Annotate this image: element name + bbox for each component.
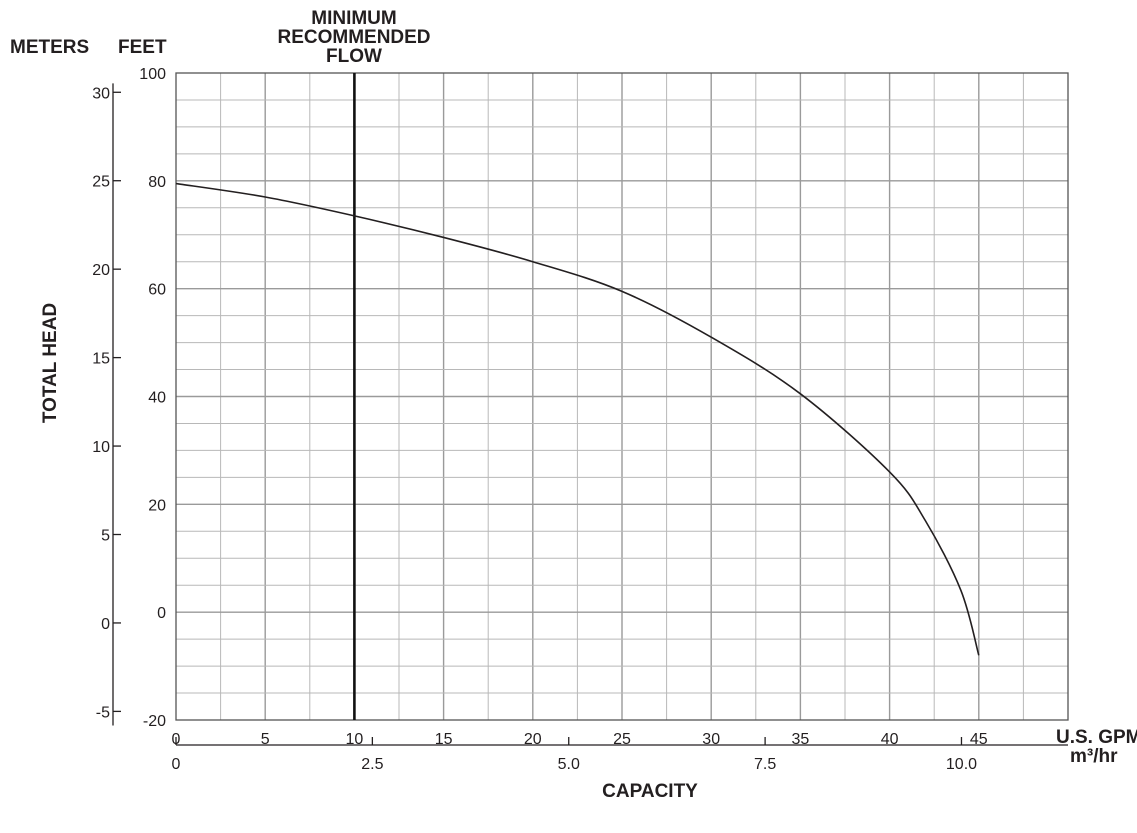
m3hr-tick-label: 7.5 (754, 756, 776, 773)
gpm-tick-label: 10 (346, 731, 364, 748)
feet-tick-label: 80 (148, 174, 166, 191)
gpm-tick-label: 0 (172, 731, 181, 748)
meters-tick-label: 20 (92, 262, 110, 279)
m3hr-tick-label: 0 (172, 756, 181, 773)
feet-tick-label: 20 (148, 497, 166, 514)
gpm-tick-label: 15 (435, 731, 453, 748)
feet-tick-label: 40 (148, 390, 166, 407)
axes (112, 72, 1069, 746)
series-marks (175, 73, 980, 720)
gpm-tick-label: 25 (613, 731, 631, 748)
gpm-tick-label: 40 (881, 731, 899, 748)
m3hr-tick-label: 10.0 (946, 756, 977, 773)
labels: -5 0 5 10 15 20 25 30 -20 0 20 40 60 80 100 0 5 10 15 20 25 3… (10, 8, 1137, 802)
grid (176, 73, 1068, 720)
feet-tick-label: 60 (148, 282, 166, 299)
pump-curve-line (175, 182, 980, 656)
gpm-tick-label: 30 (702, 731, 720, 748)
chart-title-line: MINIMUM (311, 8, 396, 29)
m3hr-tick-label: 5.0 (558, 756, 580, 773)
gpm-tick-label: 45 (970, 731, 988, 748)
m3hr-tick-label: 2.5 (361, 756, 383, 773)
meters-unit-label: METERS (10, 37, 89, 58)
feet-tick-label: -20 (143, 713, 166, 730)
meters-tick-label: -5 (96, 704, 110, 721)
m3hr-unit-label: m³/hr (1070, 746, 1118, 767)
x-axis-title: CAPACITY (602, 781, 698, 802)
chart-title-line: RECOMMENDED (277, 27, 430, 48)
meters-tick-label: 10 (92, 439, 110, 456)
gpm-tick-label: 20 (524, 731, 542, 748)
feet-tick-label: 0 (157, 605, 166, 622)
gpm-tick-label: 35 (792, 731, 810, 748)
feet-tick-label: 100 (139, 66, 166, 83)
meters-tick-label: 30 (92, 85, 110, 102)
meters-tick-label: 25 (92, 174, 110, 191)
gpm-unit-label: U.S. GPM (1056, 727, 1137, 748)
chart-title-line: FLOW (326, 46, 382, 67)
meters-tick-label: 15 (92, 351, 110, 368)
meters-tick-label: 0 (101, 616, 110, 633)
y-axis-title: TOTAL HEAD (40, 303, 61, 423)
gpm-tick-label: 5 (261, 731, 270, 748)
meters-tick-label: 5 (101, 528, 110, 545)
plot-frame (175, 72, 1069, 721)
feet-unit-label: FEET (118, 37, 167, 58)
